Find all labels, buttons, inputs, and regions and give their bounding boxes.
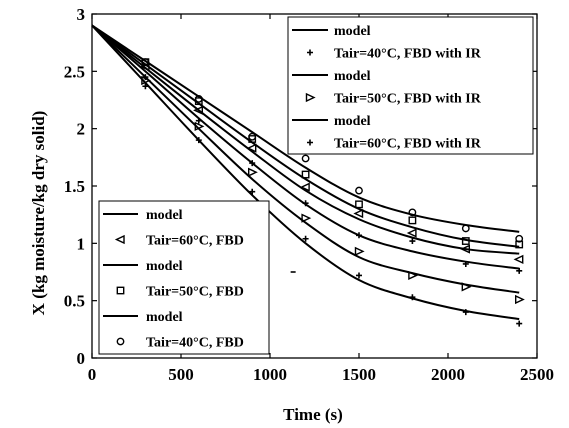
y-tick-label: 0 — [77, 349, 86, 368]
model-curve-3 — [91, 24, 520, 255]
data-point — [408, 270, 419, 281]
x-tick-label: 1500 — [342, 365, 376, 384]
y-tick-label: 2.5 — [64, 62, 85, 81]
x-axis-label: Time (s) — [283, 405, 343, 424]
data-point — [354, 246, 365, 256]
data-point — [302, 235, 309, 242]
data-point — [194, 121, 205, 131]
data-point — [356, 232, 362, 239]
model-curve-6 — [91, 24, 520, 321]
y-tick-label: 2 — [77, 120, 86, 139]
legends: model Tair=40°C, FBD with IR model Tair=50°… — [98, 16, 534, 355]
data-point — [461, 237, 470, 245]
data-point — [460, 244, 470, 254]
x-tick-label: 0 — [88, 365, 97, 384]
y-axis-label: X (kg moisture/kg dry solid) — [29, 111, 48, 316]
legend-bottom-left: model Tair=60°C, FBD model Tair=50°C, FBD mo… — [98, 200, 270, 355]
model-curve-5 — [91, 24, 520, 294]
data-point — [302, 200, 309, 207]
data-point — [299, 182, 310, 192]
x-tick-label: 2000 — [431, 365, 465, 384]
axes: 0 500 1000 1500 2000 2500 0 0.5 1 1.5 2 2.5 3 — [64, 5, 554, 384]
data-point — [195, 117, 202, 124]
data-point — [356, 272, 362, 279]
y-tick-label: 1.5 — [64, 177, 85, 196]
data-point — [195, 137, 202, 144]
data-point — [355, 200, 363, 209]
plot-area — [91, 24, 525, 327]
data-series-6 — [142, 83, 523, 327]
legend-label: model — [334, 69, 371, 84]
data-point — [513, 254, 524, 264]
legend-label: Tair=60°C, FBD — [146, 234, 244, 249]
legend-marker — [116, 337, 125, 346]
legend-marker — [307, 49, 313, 56]
data-series-4 — [142, 74, 523, 274]
data-point — [462, 309, 469, 316]
legend-label: model — [334, 24, 371, 39]
data-point — [516, 267, 523, 274]
data-point — [248, 135, 257, 143]
legend-label: model — [146, 310, 183, 325]
data-point — [516, 320, 523, 327]
data-point — [141, 75, 152, 86]
x-tick-label: 2500 — [520, 365, 554, 384]
data-point — [301, 213, 312, 223]
legend-marker — [116, 286, 125, 295]
data-point — [515, 294, 525, 305]
x-tick-label: 1000 — [253, 365, 287, 384]
model-curve-1 — [91, 24, 520, 233]
x-tick-label: 500 — [168, 365, 194, 384]
data-point — [409, 294, 416, 301]
data-series-2 — [141, 58, 524, 249]
data-point — [301, 154, 310, 163]
y-tick-label: 1 — [77, 234, 86, 253]
legend-label: model — [334, 114, 371, 129]
data-series-5 — [141, 75, 525, 305]
y-tick-label: 0.5 — [64, 292, 85, 311]
data-point — [408, 216, 417, 225]
data-point — [194, 97, 203, 106]
legend-marker — [114, 234, 125, 245]
data-point — [246, 143, 257, 153]
legend-label: Tair=60°C, FBD with IR — [334, 137, 482, 152]
legend-label: model — [146, 259, 183, 274]
legend-box — [287, 16, 534, 155]
legend-marker — [305, 92, 316, 103]
data-point — [139, 62, 150, 72]
y-tick-label: 3 — [77, 5, 86, 24]
data-point — [353, 208, 364, 219]
legend-marker — [307, 139, 313, 146]
data-point — [409, 238, 416, 245]
data-point — [193, 105, 203, 115]
data-point — [301, 170, 310, 179]
legend-label: Tair=50°C, FBD — [146, 285, 244, 300]
legend-box — [98, 200, 270, 355]
data-point — [406, 228, 417, 238]
model-curve-2 — [91, 24, 520, 248]
legend-label: model — [146, 208, 183, 223]
data-point — [462, 260, 469, 267]
model-curve-4 — [91, 24, 520, 270]
legend-label: Tair=40°C, FBD with IR — [334, 47, 482, 62]
data-point — [408, 208, 417, 217]
data-point — [355, 186, 363, 195]
data-point — [249, 160, 256, 167]
data-point — [461, 224, 470, 233]
legend-label: Tair=50°C, FBD with IR — [334, 92, 482, 107]
data-point — [461, 282, 472, 292]
data-point — [248, 167, 258, 177]
legend-label: Tair=40°C, FBD — [146, 336, 244, 351]
data-series-3 — [139, 62, 524, 264]
data-point — [249, 188, 256, 195]
data-point — [142, 83, 149, 90]
legend-top-right: model Tair=40°C, FBD with IR model Tair=50°… — [287, 16, 534, 155]
data-point — [515, 240, 524, 249]
